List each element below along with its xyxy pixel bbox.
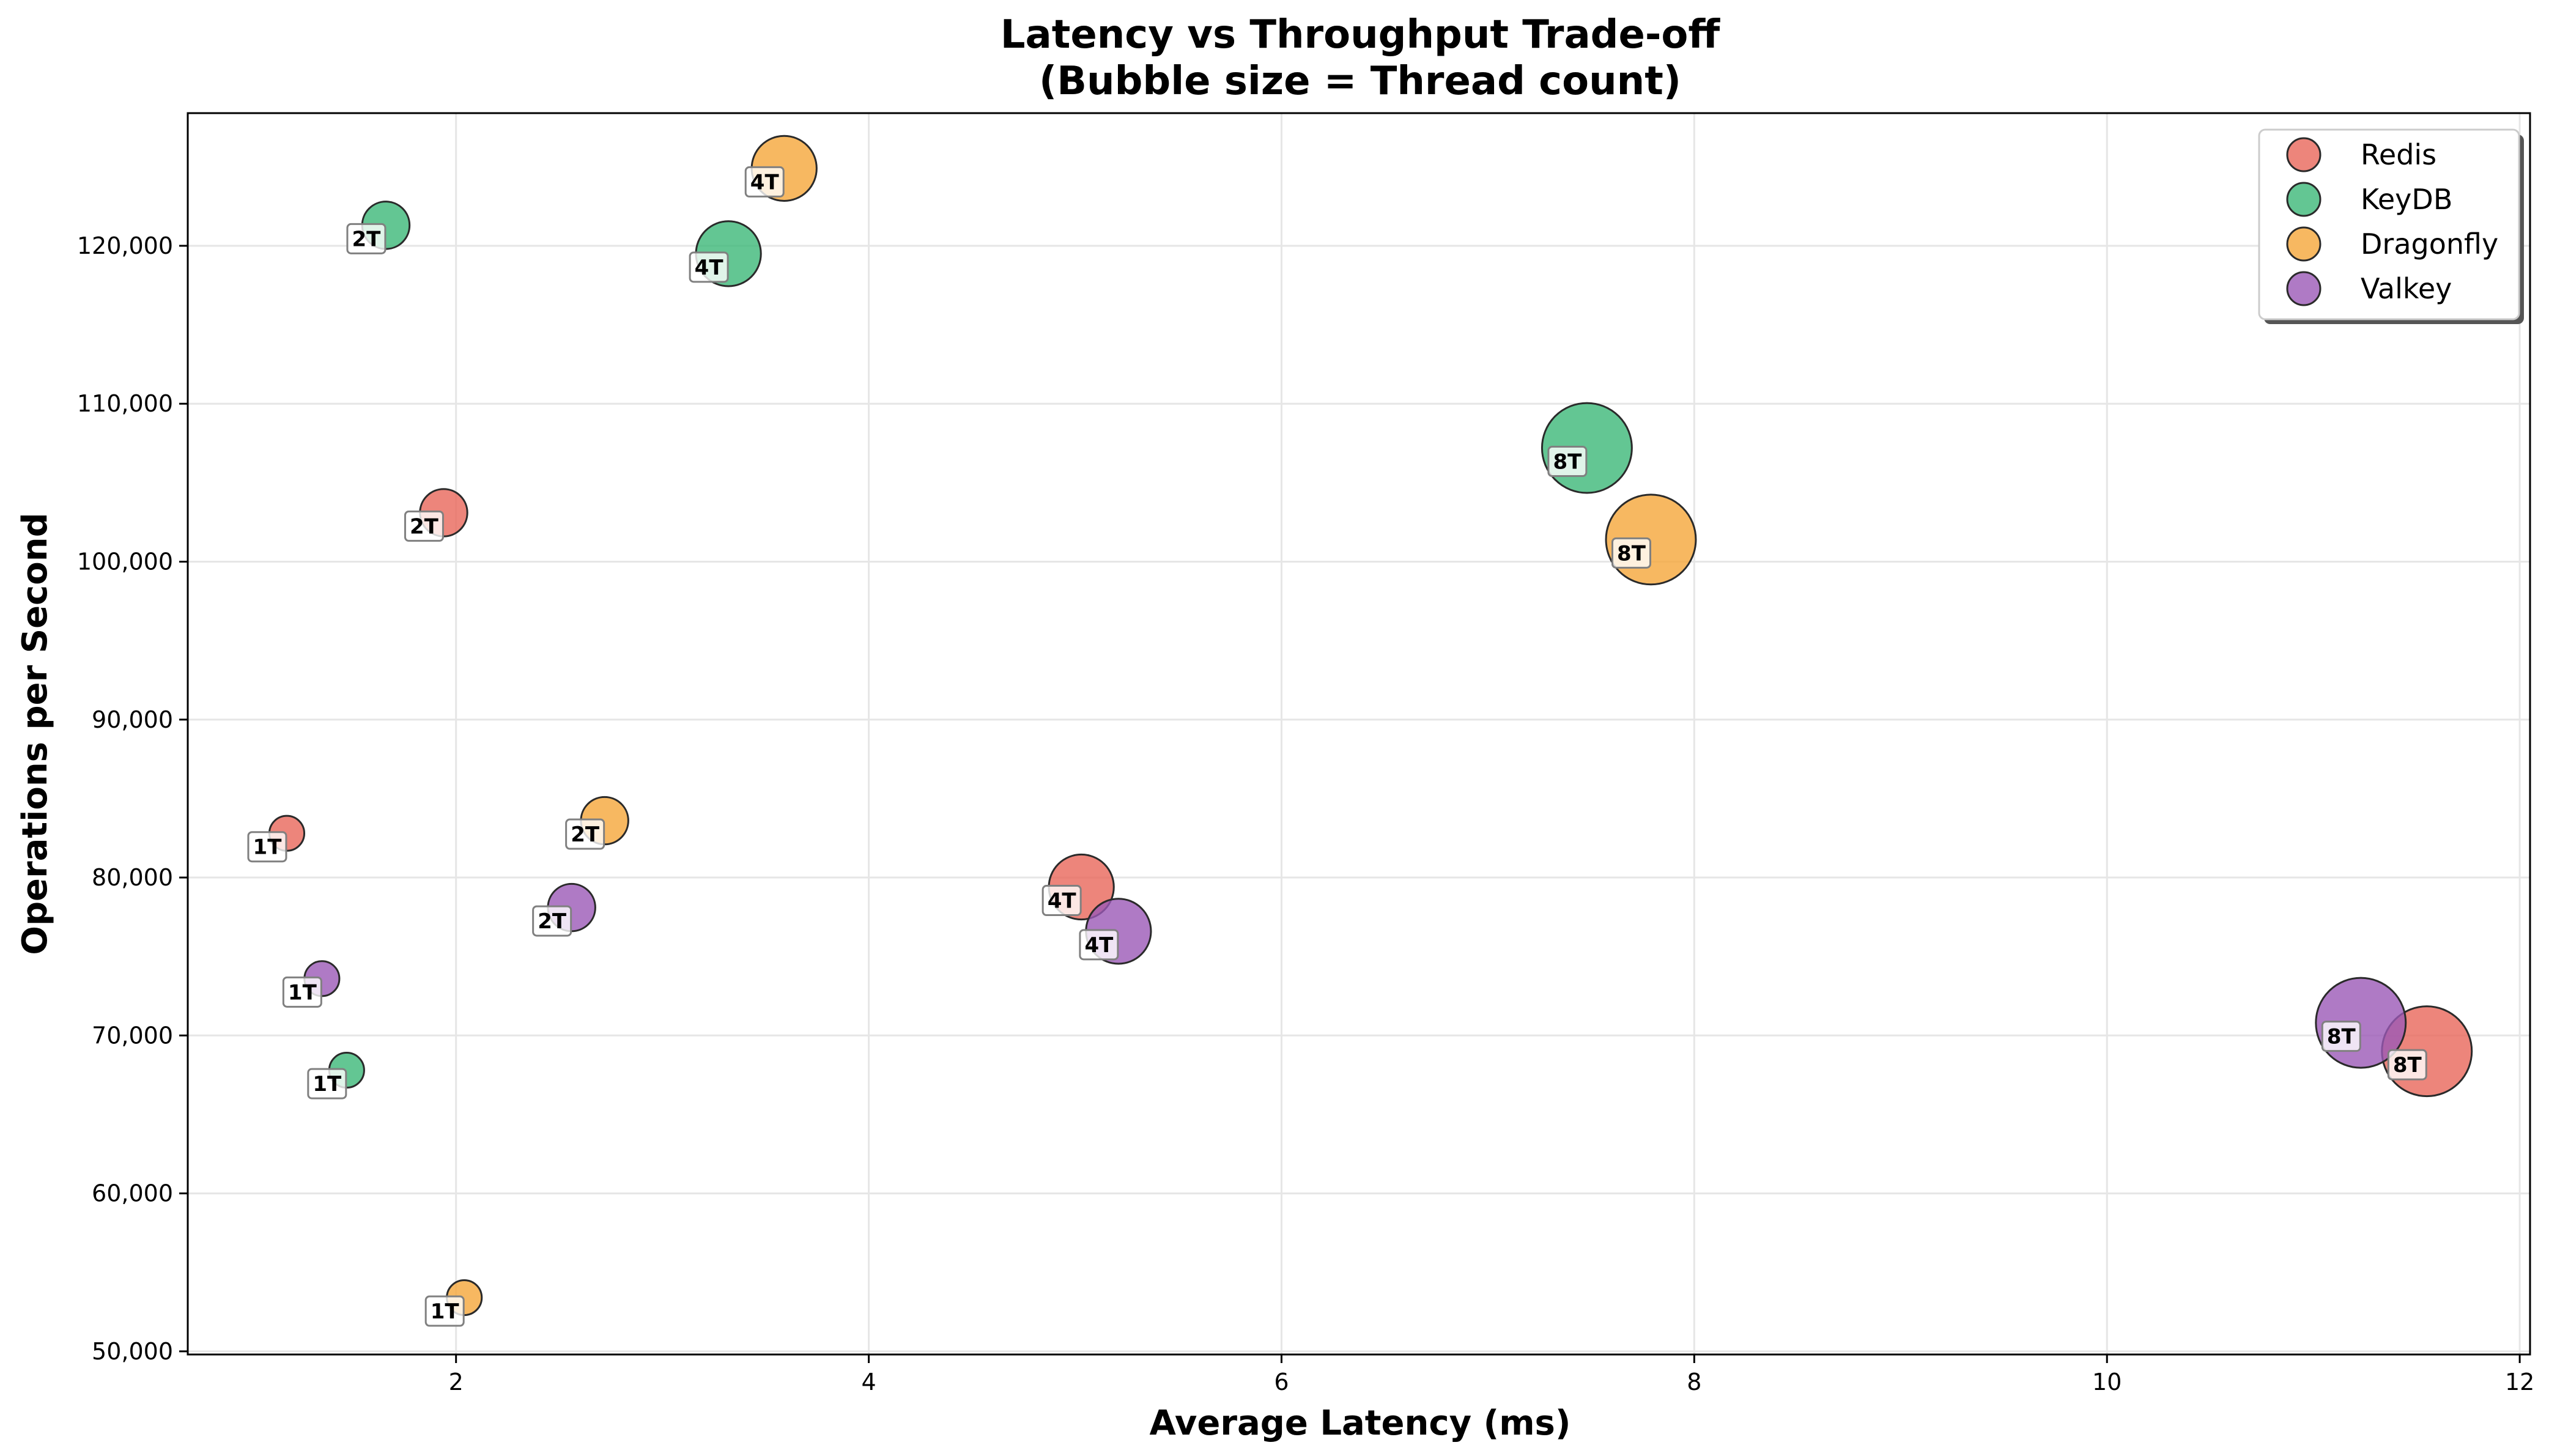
y-tick-label: 80,000 <box>92 864 173 891</box>
thread-label: 4T <box>695 256 724 280</box>
thread-label-box <box>744 166 785 198</box>
x-tick-label: 6 <box>1274 1369 1289 1395</box>
legend-marker-valkey <box>2286 271 2321 306</box>
thread-label: 2T <box>538 909 567 934</box>
legend-label-keydb: KeyDB <box>2361 183 2452 216</box>
y-tick-label: 100,000 <box>77 548 173 575</box>
thread-label-box <box>1611 537 1651 569</box>
y-tick-label: 60,000 <box>92 1180 173 1207</box>
data-points <box>268 135 2473 1317</box>
thread-label-box <box>346 223 387 254</box>
thread-label-box <box>2387 1049 2427 1081</box>
thread-label: 8T <box>2393 1053 2422 1077</box>
thread-label: 4T <box>1084 933 1114 958</box>
thread-label: 8T <box>1553 450 1582 475</box>
legend-marker-dragonfly <box>2286 226 2321 262</box>
thread-label-box <box>307 1068 347 1099</box>
thread-label-box <box>1079 929 1119 961</box>
thread-label: 2T <box>571 822 600 847</box>
thread-label: 2T <box>352 227 382 251</box>
thread-label-box <box>532 905 572 937</box>
chart-title: Latency vs Throughput Trade-off <box>1001 12 1721 57</box>
thread-label: 1T <box>288 980 317 1005</box>
thread-label: 2T <box>410 514 439 539</box>
y-tick-label: 50,000 <box>92 1338 173 1365</box>
thread-label-box <box>404 510 444 542</box>
legend-label-dragonfly: Dragonfly <box>2361 227 2498 261</box>
thread-label: 1T <box>431 1299 460 1324</box>
x-tick-label: 12 <box>2505 1369 2534 1395</box>
x-tick-label: 8 <box>1687 1369 1701 1395</box>
y-tick-label: 110,000 <box>77 390 173 417</box>
axis-ticks: 2 4 6 8 10 12 50,000 60,000 70,000 80,000 90,000 10… <box>77 232 2534 1395</box>
thread-labels: 1T 2T 4T 8T 1T 2T 4T 8T 1T 2T 4T 8T 1T 2T 4T 8T <box>247 166 2427 1327</box>
legend-label-valkey: Valkey <box>2361 272 2452 305</box>
thread-label-box <box>424 1295 465 1327</box>
thread-label: 4T <box>750 170 780 194</box>
x-tick-label: 10 <box>2092 1369 2122 1395</box>
x-tick-label: 4 <box>861 1369 876 1395</box>
thread-label: 4T <box>1048 889 1077 914</box>
thread-label: 1T <box>253 835 283 860</box>
x-tick-label: 2 <box>449 1369 464 1395</box>
thread-label: 1T <box>313 1072 342 1096</box>
thread-label-box <box>247 831 287 863</box>
thread-label-box <box>1547 446 1588 478</box>
legend-label-redis: Redis <box>2361 138 2436 171</box>
thread-label: 8T <box>2327 1025 2356 1049</box>
thread-label-box <box>565 818 605 850</box>
x-axis-label: Average Latency (ms) <box>1150 1403 1571 1443</box>
thread-label-box <box>282 976 322 1008</box>
grid <box>188 113 2530 1354</box>
y-axis-label: Operations per Second <box>15 512 55 955</box>
thread-label-box <box>689 251 729 283</box>
plot-frame <box>187 112 2531 1356</box>
legend-frame <box>2258 128 2520 320</box>
thread-label-box <box>1041 885 1082 917</box>
legend: Redis KeyDB Dragonfly Valkey <box>2258 128 2524 324</box>
legend-marker-redis <box>2286 137 2321 172</box>
legend-marker-keydb <box>2286 182 2321 217</box>
thread-label-box <box>2321 1021 2361 1052</box>
chart-subtitle: (Bubble size = Thread count) <box>1039 59 1681 104</box>
y-tick-label: 120,000 <box>77 232 173 259</box>
y-tick-label: 70,000 <box>92 1022 173 1049</box>
y-tick-label: 90,000 <box>92 706 173 733</box>
thread-label: 8T <box>1617 541 1646 566</box>
